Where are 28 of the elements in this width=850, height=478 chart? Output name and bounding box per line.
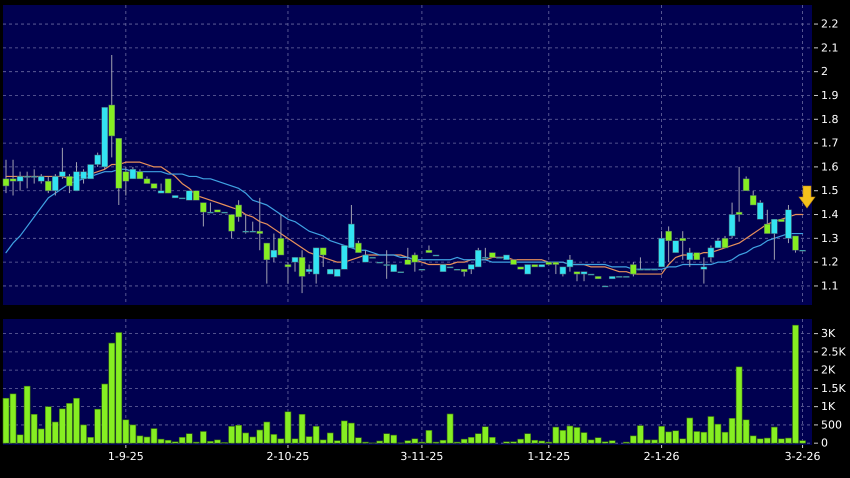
x-tick-label: 3-11-25 bbox=[400, 450, 444, 463]
y-tick-label: 1.7 bbox=[821, 136, 838, 150]
y-tick-label: 1.1 bbox=[821, 279, 838, 292]
y-tick-label: 2.2 bbox=[821, 18, 838, 31]
candlestick bbox=[742, 176, 750, 192]
y-tick-label: 1.2 bbox=[821, 256, 838, 269]
x-tick-label: 3-2-26 bbox=[784, 450, 821, 463]
y-tick-label: 2.1 bbox=[821, 41, 838, 54]
y-tick-label: 2K bbox=[821, 364, 836, 377]
x-tick-label: 1-9-25 bbox=[108, 450, 144, 463]
y-tick-label: 500 bbox=[821, 418, 842, 432]
y-tick-label: 2.5K bbox=[821, 345, 846, 358]
y-tick-label: 1.5K bbox=[821, 382, 846, 395]
y-tick-label: 1.8 bbox=[821, 112, 838, 126]
y-tick-label: 1.4 bbox=[821, 208, 838, 222]
y-tick-label: 1.5 bbox=[821, 184, 838, 198]
x-tick-label: 1-12-25 bbox=[527, 450, 570, 463]
y-tick-label: 1.3 bbox=[821, 232, 838, 245]
y-tick-label: 2 bbox=[821, 65, 828, 78]
y-tick-label: 1.9 bbox=[821, 88, 838, 102]
x-tick-label: 2-10-25 bbox=[266, 450, 310, 463]
y-tick-label: 0 bbox=[821, 436, 828, 450]
y-tick-label: 1.6 bbox=[821, 160, 838, 174]
candlestick bbox=[284, 262, 292, 284]
y-tick-label: 3K bbox=[821, 327, 836, 340]
candlestick bbox=[700, 256, 708, 284]
y-tick-label: 1K bbox=[821, 400, 836, 414]
x-tick-label: 2-1-26 bbox=[644, 450, 680, 463]
